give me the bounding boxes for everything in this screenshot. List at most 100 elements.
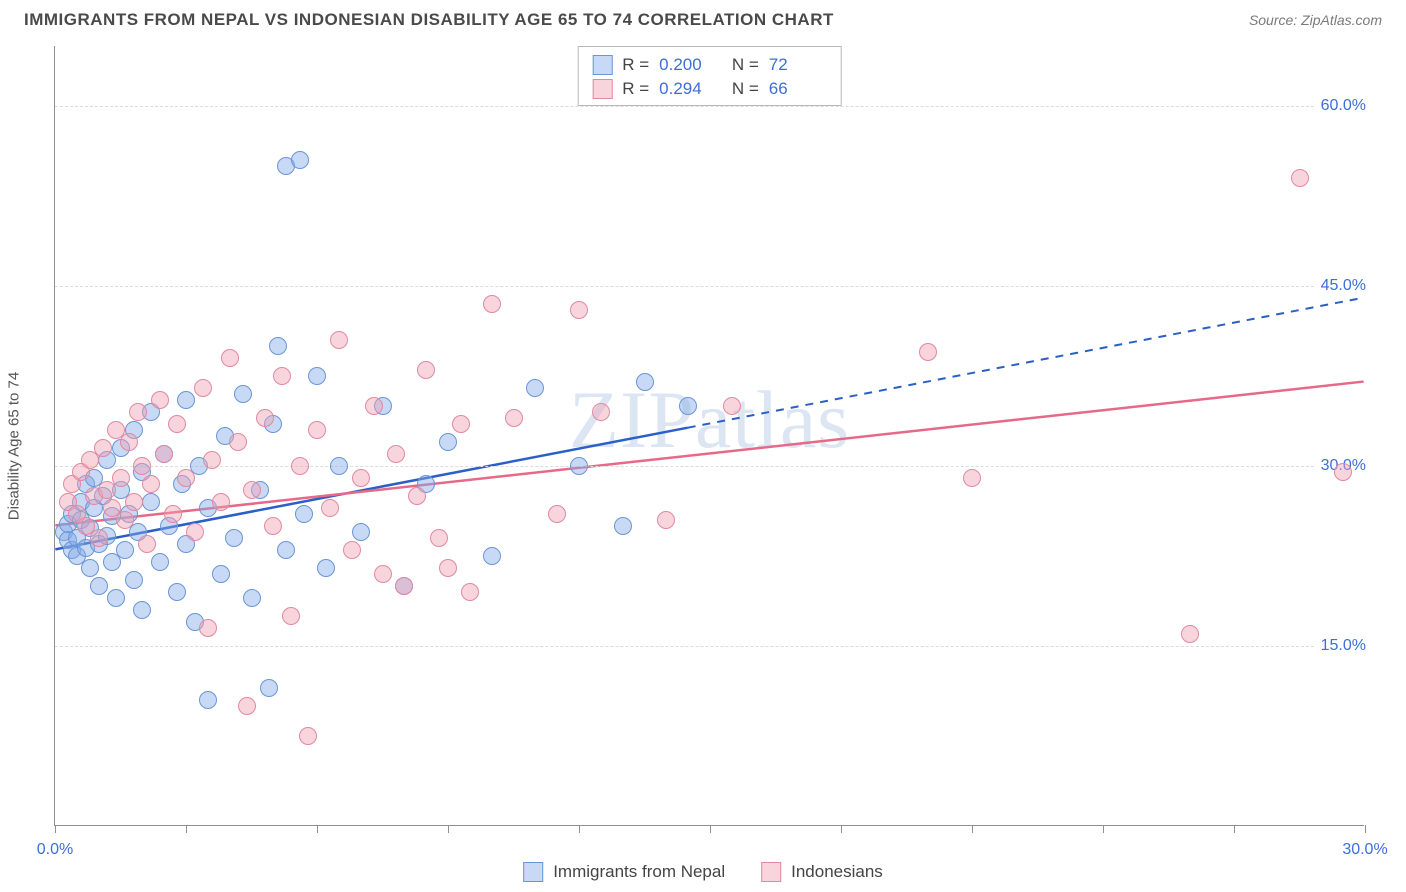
scatter-point [229, 433, 247, 451]
scatter-point [295, 505, 313, 523]
scatter-chart: ZIPatlas R = 0.200 N = 72R = 0.294 N = 6… [54, 46, 1364, 826]
scatter-point [963, 469, 981, 487]
scatter-point [212, 493, 230, 511]
gridline [55, 106, 1364, 107]
scatter-point [291, 457, 309, 475]
stats-row: R = 0.200 N = 72 [592, 53, 827, 77]
scatter-point [657, 511, 675, 529]
scatter-point [919, 343, 937, 361]
scatter-point [199, 691, 217, 709]
legend-swatch [592, 79, 612, 99]
legend-swatch [592, 55, 612, 75]
scatter-point [636, 373, 654, 391]
gridline [55, 286, 1364, 287]
x-tick [448, 825, 449, 833]
scatter-point [112, 469, 130, 487]
scatter-point [90, 529, 108, 547]
scatter-point [526, 379, 544, 397]
r-label: R = [622, 79, 649, 99]
scatter-point [151, 391, 169, 409]
gridline [55, 466, 1364, 467]
scatter-point [234, 385, 252, 403]
scatter-point [352, 523, 370, 541]
scatter-point [116, 511, 134, 529]
scatter-point [723, 397, 741, 415]
scatter-point [243, 589, 261, 607]
chart-title: IMMIGRANTS FROM NEPAL VS INDONESIAN DISA… [24, 10, 834, 30]
scatter-point [269, 337, 287, 355]
scatter-point [120, 433, 138, 451]
x-tick [55, 825, 56, 833]
scatter-point [142, 475, 160, 493]
scatter-point [186, 523, 204, 541]
legend-label: Indonesians [791, 862, 883, 882]
scatter-point [430, 529, 448, 547]
scatter-point [177, 391, 195, 409]
scatter-point [273, 367, 291, 385]
scatter-point [129, 403, 147, 421]
x-tick [972, 825, 973, 833]
n-value: 72 [769, 55, 827, 75]
scatter-point [439, 559, 457, 577]
scatter-point [221, 349, 239, 367]
scatter-point [151, 553, 169, 571]
scatter-point [352, 469, 370, 487]
scatter-point [260, 679, 278, 697]
scatter-point [116, 541, 134, 559]
scatter-point [90, 577, 108, 595]
scatter-point [264, 517, 282, 535]
scatter-point [321, 499, 339, 517]
scatter-point [133, 457, 151, 475]
r-value: 0.200 [659, 55, 717, 75]
legend-label: Immigrants from Nepal [553, 862, 725, 882]
x-tick [1365, 825, 1366, 833]
scatter-point [592, 403, 610, 421]
scatter-point [125, 571, 143, 589]
scatter-point [452, 415, 470, 433]
x-tick [1103, 825, 1104, 833]
x-tick [1234, 825, 1235, 833]
r-label: R = [622, 55, 649, 75]
scatter-point [299, 727, 317, 745]
scatter-point [330, 331, 348, 349]
scatter-point [483, 547, 501, 565]
scatter-point [94, 439, 112, 457]
x-tick [317, 825, 318, 833]
scatter-point [330, 457, 348, 475]
scatter-point [365, 397, 383, 415]
scatter-point [570, 457, 588, 475]
n-label: N = [727, 55, 759, 75]
scatter-point [142, 493, 160, 511]
scatter-point [483, 295, 501, 313]
scatter-point [461, 583, 479, 601]
scatter-point [256, 409, 274, 427]
n-value: 66 [769, 79, 827, 99]
scatter-point [243, 481, 261, 499]
scatter-point [81, 559, 99, 577]
scatter-point [107, 589, 125, 607]
scatter-point [212, 565, 230, 583]
scatter-point [168, 415, 186, 433]
x-tick [186, 825, 187, 833]
scatter-point [308, 421, 326, 439]
x-tick [579, 825, 580, 833]
scatter-point [1291, 169, 1309, 187]
legend-swatch [761, 862, 781, 882]
scatter-point [282, 607, 300, 625]
r-value: 0.294 [659, 79, 717, 99]
legend-item: Indonesians [761, 862, 883, 882]
y-tick-label: 60.0% [1315, 97, 1366, 115]
scatter-point [177, 469, 195, 487]
scatter-point [138, 535, 156, 553]
stats-row: R = 0.294 N = 66 [592, 77, 827, 101]
watermark: ZIPatlas [569, 373, 850, 467]
scatter-point [1334, 463, 1352, 481]
x-tick-label: 0.0% [37, 841, 73, 859]
scatter-point [125, 493, 143, 511]
scatter-point [277, 541, 295, 559]
scatter-point [164, 505, 182, 523]
source-attribution: Source: ZipAtlas.com [1249, 12, 1382, 28]
scatter-point [614, 517, 632, 535]
scatter-point [225, 529, 243, 547]
x-tick-label: 30.0% [1342, 841, 1387, 859]
